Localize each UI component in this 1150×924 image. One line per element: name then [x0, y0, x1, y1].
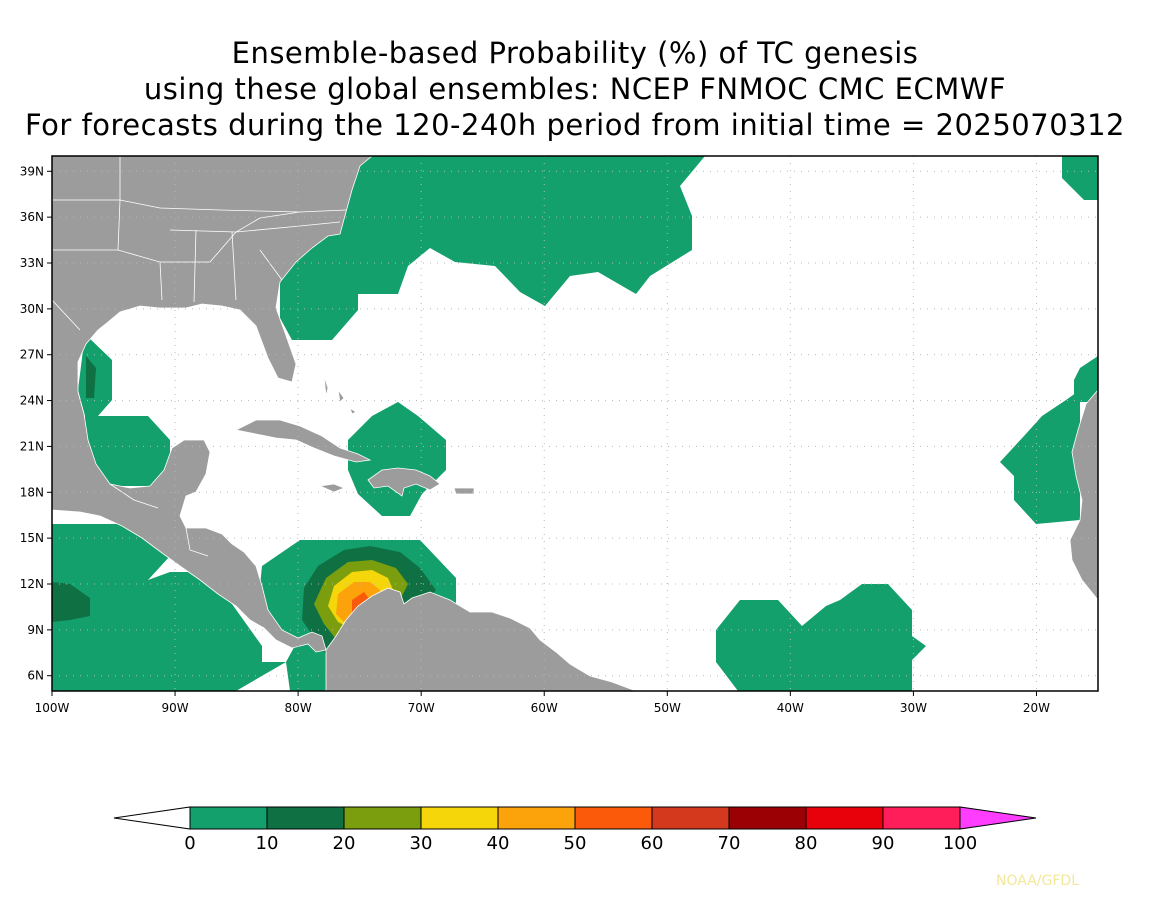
genesis-area-east-atlantic: [1000, 390, 1080, 524]
bahamas-land: [323, 375, 357, 415]
lat-label: 27N: [20, 348, 44, 362]
lat-label: 39N: [20, 164, 44, 178]
lat-label: 6N: [27, 669, 44, 683]
lon-label: 40W: [777, 701, 804, 715]
colorbar-segment: [343, 806, 422, 830]
lon-label: 30W: [900, 701, 927, 715]
colorbar-tick-label: 50: [564, 833, 587, 854]
colorbar-tick-label: 100: [943, 833, 977, 854]
colorbar-tick-label: 60: [641, 833, 664, 854]
colorbar-segment: [882, 806, 961, 830]
lon-label: 60W: [531, 701, 558, 715]
land: [52, 156, 1098, 691]
colorbar-segment: [805, 806, 884, 830]
lat-label: 15N: [20, 531, 44, 545]
colorbar-high-triangle: [959, 806, 1037, 830]
title-line-2: using these global ensembles: NCEP FNMOC…: [143, 72, 1007, 106]
genesis-area-east-pacific: [52, 524, 286, 691]
lon-label: 70W: [408, 701, 435, 715]
colorbar-tick-label: 40: [487, 833, 510, 854]
map-frame: [51, 155, 1099, 692]
lon-label: 50W: [654, 701, 681, 715]
lat-label: 21N: [20, 439, 44, 453]
latitude-labels: 39N 36N 33N 30N 27N 24N 21N 18N 15N 12N 9N 6N: [20, 164, 52, 683]
colorbar-segment: [651, 806, 730, 830]
genesis-area-azores: [1062, 156, 1098, 200]
colorbar-tick-label: 20: [333, 833, 356, 854]
genesis-area-hispaniola: [348, 402, 446, 516]
colorbar-tick-label: 80: [795, 833, 818, 854]
colorbar-segment: [728, 806, 807, 830]
south-america-land: [325, 587, 637, 691]
genesis-area-gulf-west-core: [86, 356, 96, 398]
genesis-area-east-pacific-core: [52, 582, 90, 622]
colorbar-segment: [574, 806, 653, 830]
title-line-1: Ensemble-based Probability (%) of TC gen…: [231, 36, 919, 70]
lon-label: 80W: [285, 701, 312, 715]
longitude-labels: 100W 90W 80W 70W 60W 50W 40W 30W 20W: [35, 691, 1050, 715]
colorbar-tick-label: 0: [184, 833, 195, 854]
colorbar-segment: [497, 806, 576, 830]
lat-label: 33N: [20, 256, 44, 270]
lat-label: 12N: [20, 577, 44, 591]
cuba-land: [234, 419, 372, 463]
colorbar-segment: [420, 806, 499, 830]
colorbar-tick-label: 70: [718, 833, 741, 854]
lat-label: 36N: [20, 210, 44, 224]
colorbar-tick-label: 30: [410, 833, 433, 854]
colorbar-tick-label: 10: [256, 833, 279, 854]
lon-label: 90W: [161, 701, 188, 715]
colorbar: 0 10 20 30 40 50 60 70 80 90 100: [113, 806, 1037, 854]
lat-label: 24N: [20, 394, 44, 408]
lon-label: 100W: [35, 701, 70, 715]
boundaries: [52, 156, 347, 557]
colorbar-low-triangle: [113, 806, 191, 830]
lat-label: 18N: [20, 485, 44, 499]
africa-land: [1069, 389, 1098, 601]
lat-label: 9N: [27, 623, 44, 637]
credit-text: NOAA/GFDL: [996, 873, 1079, 889]
colorbar-segment: [189, 806, 268, 830]
puerto-rico-land: [453, 487, 475, 495]
genesis-area-canaries: [1074, 356, 1098, 402]
jamaica-land: [318, 483, 346, 493]
lon-label: 20W: [1023, 701, 1050, 715]
map-area: [52, 156, 1098, 691]
genesis-area-atlantic-40w: [716, 584, 926, 691]
genesis-area-bay-campeche: [85, 416, 170, 486]
colorbar-segment: [266, 806, 345, 830]
colorbar-tick-label: 90: [872, 833, 895, 854]
lat-label: 30N: [20, 302, 44, 316]
hispaniola-land: [367, 467, 441, 497]
north-america-land: [52, 156, 373, 653]
title-line-3: For forecasts during the 120-240h period…: [24, 108, 1126, 142]
genesis-area-us-coast: [280, 156, 705, 340]
